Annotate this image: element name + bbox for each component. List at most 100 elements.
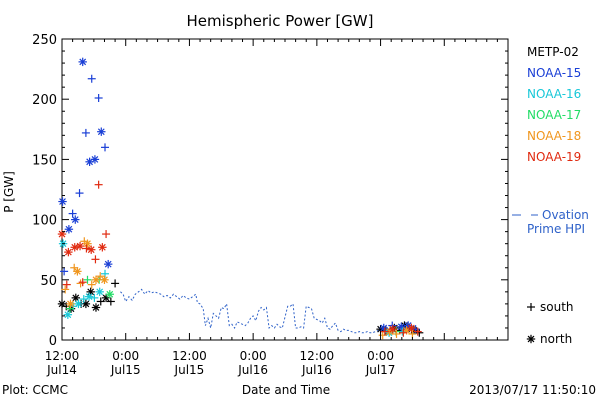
data-point-south: [101, 143, 110, 152]
data-point-north: [84, 292, 94, 301]
ovation-line: [120, 288, 419, 336]
legend-item: NOAA-18: [527, 129, 581, 143]
data-point-south: [78, 278, 87, 287]
data-point-south: [399, 328, 408, 337]
series-noaa-17: [65, 275, 400, 336]
x-tick-label-time: 12:00: [45, 349, 80, 363]
series-noaa-18: [61, 237, 417, 340]
marker-legend: south north: [526, 300, 574, 346]
plus-icon-mark: [527, 303, 535, 311]
legend-item: NOAA-19: [527, 150, 581, 164]
x-tick-label-day: Jul14: [46, 363, 77, 377]
data-point-south: [94, 93, 103, 102]
y-tick-label: 50: [40, 274, 57, 289]
x-tick-label-day: Jul17: [365, 363, 396, 377]
asterisk-icon-mark: [526, 334, 536, 344]
x-tick-label-time: 0:00: [112, 349, 139, 363]
data-point-north: [57, 229, 67, 239]
data-point-south: [68, 209, 77, 218]
data-point-south: [61, 285, 70, 294]
data-point-north: [105, 290, 114, 299]
chart-title: Hemispheric Power [GW]: [187, 12, 374, 30]
data-point-south: [408, 329, 417, 338]
data-point-south: [94, 180, 103, 189]
x-tick-label-day: Jul16: [301, 363, 332, 377]
data-point-south: [102, 230, 111, 239]
data-point-north: [397, 322, 406, 331]
y-axis: 0 50 100 150 200 250: [32, 33, 508, 349]
data-point-south: [96, 297, 105, 306]
series-noaa-19: [57, 180, 422, 337]
data-point-north: [78, 57, 87, 67]
asterisk-icon: [526, 334, 536, 344]
series-metp-02: [57, 279, 424, 337]
ovation-legend-label-1: Ovation: [542, 208, 589, 222]
south-label: south: [540, 300, 574, 314]
legend-item: NOAA-16: [527, 87, 581, 101]
footer-timestamp: 2013/07/17 11:50:10: [469, 383, 596, 397]
data-point-south: [392, 329, 401, 338]
data-point-south: [380, 327, 389, 336]
y-axis-label: P [GW]: [2, 171, 16, 213]
data-point-south: [60, 267, 69, 276]
data-point-north: [66, 299, 75, 309]
legend-item: METP-02: [527, 45, 579, 59]
data-point-south: [111, 279, 120, 288]
data-point-north: [97, 127, 106, 136]
x-tick-label-time: 12:00: [300, 349, 335, 363]
data-point-north: [64, 225, 74, 234]
data-point-south: [76, 279, 85, 288]
data-point-north: [388, 324, 397, 334]
y-tick-label: 200: [32, 93, 57, 108]
footer-credit: Plot: CCMC: [2, 383, 68, 397]
data-point-north: [87, 245, 96, 254]
x-tick-label-day: Jul15: [174, 363, 205, 377]
legend-item: NOAA-17: [527, 108, 581, 122]
legend: METP-02 NOAA-15 NOAA-16 NOAA-17 NOAA-18 NOAA-…: [527, 45, 581, 164]
data-point-south: [87, 74, 96, 83]
ovation-series: [120, 288, 419, 336]
y-tick-label: 100: [32, 214, 57, 229]
north-label: north: [540, 332, 572, 346]
data-point-south: [83, 275, 92, 284]
y-tick-label: 250: [32, 33, 57, 48]
series-noaa-16: [58, 239, 407, 337]
data-point-south: [81, 128, 90, 137]
data-point-north: [74, 299, 83, 309]
data-point-north: [91, 303, 101, 312]
data-point-north: [64, 247, 73, 257]
data-point-south: [62, 280, 71, 289]
x-axis-label: Date and Time: [242, 383, 330, 397]
data-point-north: [407, 323, 416, 333]
data-point-north: [103, 259, 113, 269]
plot-frame: [61, 38, 509, 341]
data-point-north: [90, 155, 100, 164]
data-point-north: [73, 267, 82, 276]
data-point-north: [98, 243, 107, 252]
data-point-south: [91, 255, 100, 264]
y-tick-label: 150: [32, 153, 57, 168]
data-point-south: [82, 244, 91, 253]
x-axis: 12:00Jul140:00Jul1512:00Jul150:00Jul1612…: [45, 39, 509, 377]
x-tick-label-time: 0:00: [240, 349, 267, 363]
data-point-south: [96, 272, 105, 281]
ovation-legend: Ovation Prime HPI: [512, 208, 589, 236]
data-point-north: [58, 197, 67, 206]
data-point-south: [106, 297, 115, 306]
data-point-north: [71, 215, 80, 224]
data-point-north: [63, 310, 73, 319]
data-point-south: [87, 280, 96, 289]
satellite-markers: [57, 57, 424, 340]
data-point-north: [70, 243, 79, 252]
data-point-north: [100, 275, 109, 284]
x-tick-label-day: Jul15: [110, 363, 141, 377]
data-point-north: [75, 241, 85, 251]
x-tick-label-time: 0:00: [367, 349, 394, 363]
data-point-north: [95, 287, 104, 297]
data-point-south: [90, 293, 99, 302]
data-point-south: [75, 189, 84, 198]
ovation-legend-label-2: Prime HPI: [527, 222, 585, 236]
data-point-north: [379, 323, 388, 333]
